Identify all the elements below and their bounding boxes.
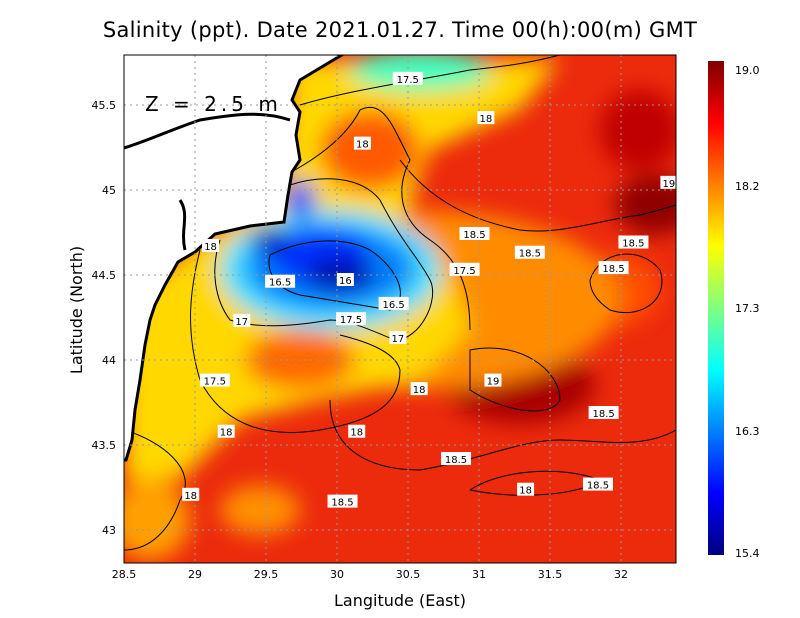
x-tick: 28.5 (112, 568, 137, 581)
contour-label: 18 (519, 486, 532, 497)
contour-label-bg (217, 424, 235, 438)
colorbar-tick: 19.0 (735, 64, 760, 77)
contour-label: 17 (392, 334, 405, 345)
contour-label-bg (336, 312, 367, 326)
contour-label: 18.5 (602, 264, 624, 275)
contour-label-bg (477, 111, 495, 125)
x-tick: 30.5 (396, 568, 421, 581)
contour-label: 18.5 (519, 249, 541, 260)
contour-label-bg (199, 373, 230, 387)
y-tick: 43.5 (92, 439, 117, 452)
x-axis-label: Langitude (East) (334, 591, 466, 610)
y-axis-label: Latitude (North) (67, 246, 86, 374)
contour-label: 18 (413, 385, 426, 396)
land-mass (124, 55, 345, 462)
y-axis-ticks: 43 43.5 44 44.5 45 45.5 (92, 99, 117, 537)
plot-frame (123, 54, 677, 564)
contour-label: 18 (479, 114, 492, 125)
contour-label-bg (660, 175, 676, 189)
contour-label: 18.5 (445, 455, 467, 466)
y-tick: 44.5 (92, 269, 117, 282)
contour-label: 18.5 (622, 239, 644, 250)
contour-label-bg (182, 487, 200, 501)
contour-label: 18.5 (587, 481, 609, 492)
x-tick: 29.5 (254, 568, 279, 581)
colorbar-tick: 17.3 (735, 302, 760, 315)
contour-label-bg (353, 136, 371, 150)
contour-label: 19 (663, 179, 676, 190)
contour-label: 18.5 (463, 230, 485, 241)
depth-label: Z = 2.5 m (145, 92, 282, 116)
coastline-detail (124, 112, 291, 251)
contour-label-bg (327, 494, 358, 508)
grid-lines (124, 55, 676, 563)
x-axis-ticks: 28.5 29 29.5 30 30.5 31 31.5 32 (112, 568, 628, 581)
contour-label-bg (618, 235, 649, 249)
contour-label-bg (449, 262, 480, 276)
contour-label: 18 (356, 140, 369, 151)
y-tick: 45.5 (92, 99, 117, 112)
contour-label-bg (389, 330, 407, 344)
x-tick: 31.5 (538, 568, 563, 581)
colorbar-tick: 18.2 (735, 180, 760, 193)
contour-label: 17.5 (340, 315, 362, 326)
contour-label: 18 (220, 428, 233, 439)
salinity-field: 17.5 18 18 19 18 18.5 17.5 18.5 18.5 18.5 16.5 16 16… (124, 55, 676, 563)
contour-label-bg (484, 373, 502, 387)
contour-label-bg (202, 238, 220, 252)
contour-label-bg (265, 274, 296, 288)
contour-label-bg (514, 245, 545, 259)
y-tick: 45 (102, 184, 116, 197)
contour-label-bg (517, 482, 535, 496)
contour-label: 19 (487, 377, 500, 388)
contour-label: 17 (235, 317, 248, 328)
colorbar-tick: 15.4 (735, 547, 760, 560)
contour-label-bg (441, 452, 472, 466)
contour-label: 18 (204, 242, 217, 253)
contour-label: 18 (350, 428, 363, 439)
contour-label-bg (233, 313, 251, 327)
y-tick: 44 (102, 354, 116, 367)
contour-label-bg (582, 477, 613, 491)
contour-label-bg (588, 405, 619, 419)
contour-label: 17.5 (453, 266, 475, 277)
contour-label-bg (459, 226, 490, 240)
contour-label-bg (378, 296, 409, 310)
contour-label: 17.5 (397, 75, 419, 86)
x-tick: 30 (330, 568, 344, 581)
colorbar: 19.0 18.2 17.3 16.3 15.4 (708, 61, 760, 560)
contour-label: 18 (184, 491, 197, 502)
colorbar-tick: 16.3 (735, 425, 760, 438)
contour-label: 16.5 (269, 278, 291, 289)
contour-labels: 17.5 18 18 19 18 18.5 17.5 18.5 18.5 18.5 16.5 16 16… (182, 71, 676, 509)
contour-label: 16.5 (382, 300, 404, 311)
x-tick: 32 (614, 568, 628, 581)
map-title: Salinity (ppt). Date 2021.01.27. Time 00… (102, 18, 698, 42)
contour-label-bg (348, 424, 366, 438)
contour-label-bg (410, 382, 428, 396)
contour-label: 17.5 (204, 377, 226, 388)
contour-label: 18.5 (331, 498, 353, 509)
contour-label-bg (392, 71, 423, 85)
contour-label: 18.5 (592, 409, 614, 420)
colorbar-gradient (708, 61, 724, 555)
contour-label-bg (598, 261, 629, 275)
x-tick: 31 (472, 568, 486, 581)
y-tick: 43 (102, 524, 116, 537)
contour-label: 16 (339, 276, 352, 287)
x-tick: 29 (188, 568, 202, 581)
contour-label-bg (336, 273, 354, 287)
